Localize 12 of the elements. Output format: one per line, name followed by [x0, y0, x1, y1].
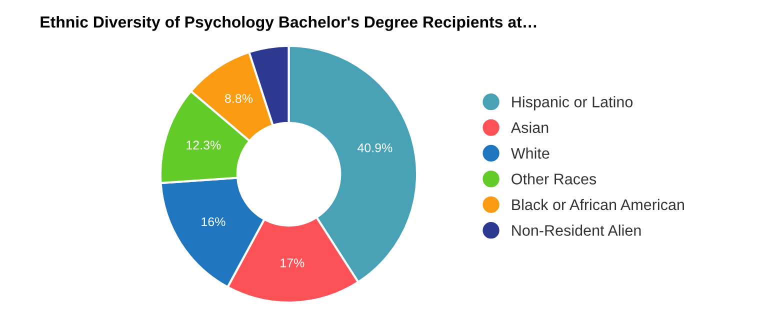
data-label: 40.9%: [358, 143, 392, 152]
legend-label: Hispanic or Latino: [512, 96, 633, 110]
legend-label: Non-Resident Alien: [512, 224, 641, 236]
chart-title: Ethnic Diversity of Psychology Bachelor's Degree Recipients at…: [40, 16, 536, 31]
legend-label: White: [510, 148, 550, 159]
data-label: 12.3%: [186, 140, 221, 150]
data-label: 17%: [280, 258, 304, 268]
legend-label: Other Races: [512, 173, 596, 184]
data-label: 8.8%: [225, 94, 253, 103]
legend-label: Asian: [510, 122, 548, 134]
legend-label: Black or African American: [512, 198, 684, 210]
data-label: 16%: [202, 217, 226, 226]
